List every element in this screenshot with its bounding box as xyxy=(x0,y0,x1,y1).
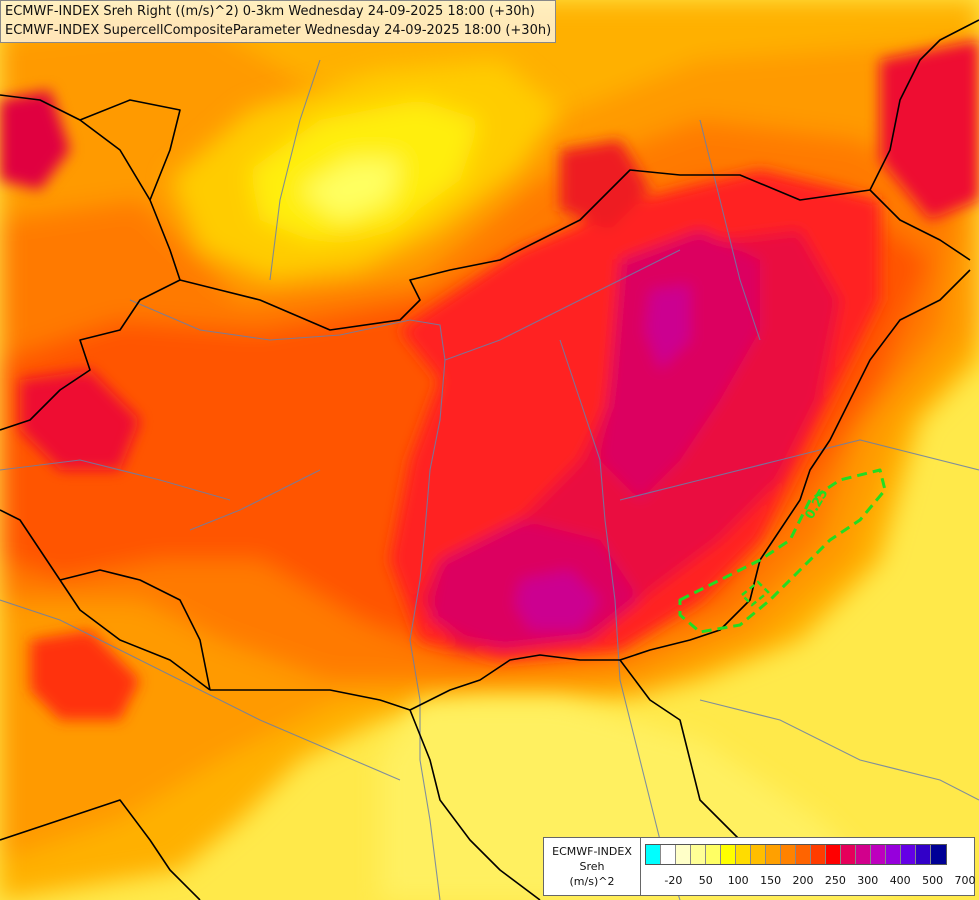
legend-ticks: -20 50 100 150 200 250 300 400 500 700 xyxy=(645,874,975,888)
legend-tick: 500 xyxy=(922,874,944,887)
legend-unit: (m/s)^2 xyxy=(569,875,615,888)
legend-tick: 100 xyxy=(727,874,749,887)
legend-swatch xyxy=(796,845,811,864)
legend-tick: 400 xyxy=(889,874,911,887)
country-borders xyxy=(0,19,979,900)
legend-swatch xyxy=(646,845,661,864)
legend-swatch xyxy=(736,845,751,864)
legend-tick: 300 xyxy=(857,874,879,887)
legend-swatch xyxy=(691,845,706,864)
legend-tick: -20 xyxy=(664,874,683,887)
legend-swatch xyxy=(706,845,721,864)
legend-tick: 200 xyxy=(792,874,814,887)
legend-label: ECMWF-INDEX Sreh (m/s)^2 xyxy=(544,844,640,889)
legend-swatch xyxy=(676,845,691,864)
legend-swatch xyxy=(781,845,796,864)
map-title-box: ECMWF-INDEX Sreh Right ((m/s)^2) 0-3km W… xyxy=(0,0,557,43)
rivers xyxy=(0,59,979,900)
legend-swatch xyxy=(931,845,946,864)
legend-swatch xyxy=(811,845,826,864)
legend-swatch xyxy=(856,845,871,864)
title-scp: ECMWF-INDEX SupercellCompositeParameter … xyxy=(5,23,552,38)
legend-tick: 700 xyxy=(954,874,976,887)
legend-swatch xyxy=(751,845,766,864)
legend-divider xyxy=(640,838,641,895)
legend-tick: 250 xyxy=(824,874,846,887)
legend-swatch xyxy=(871,845,886,864)
legend-tick: 50 xyxy=(698,874,713,887)
legend-swatches xyxy=(645,844,947,865)
legend-variable: Sreh xyxy=(579,860,605,873)
legend-swatch xyxy=(841,845,856,864)
title-sreh: ECMWF-INDEX Sreh Right ((m/s)^2) 0-3km W… xyxy=(5,4,535,19)
legend-swatch xyxy=(766,845,781,864)
legend-source: ECMWF-INDEX xyxy=(552,845,632,858)
legend-swatch xyxy=(901,845,916,864)
legend-swatch xyxy=(661,845,676,864)
legend-swatch xyxy=(826,845,841,864)
legend-swatch xyxy=(886,845,901,864)
legend-tick: 150 xyxy=(760,874,782,887)
legend-swatch xyxy=(721,845,736,864)
color-legend: ECMWF-INDEX Sreh (m/s)^2 -20 50 100 150 200 2… xyxy=(543,837,976,896)
legend-swatch xyxy=(916,845,931,864)
